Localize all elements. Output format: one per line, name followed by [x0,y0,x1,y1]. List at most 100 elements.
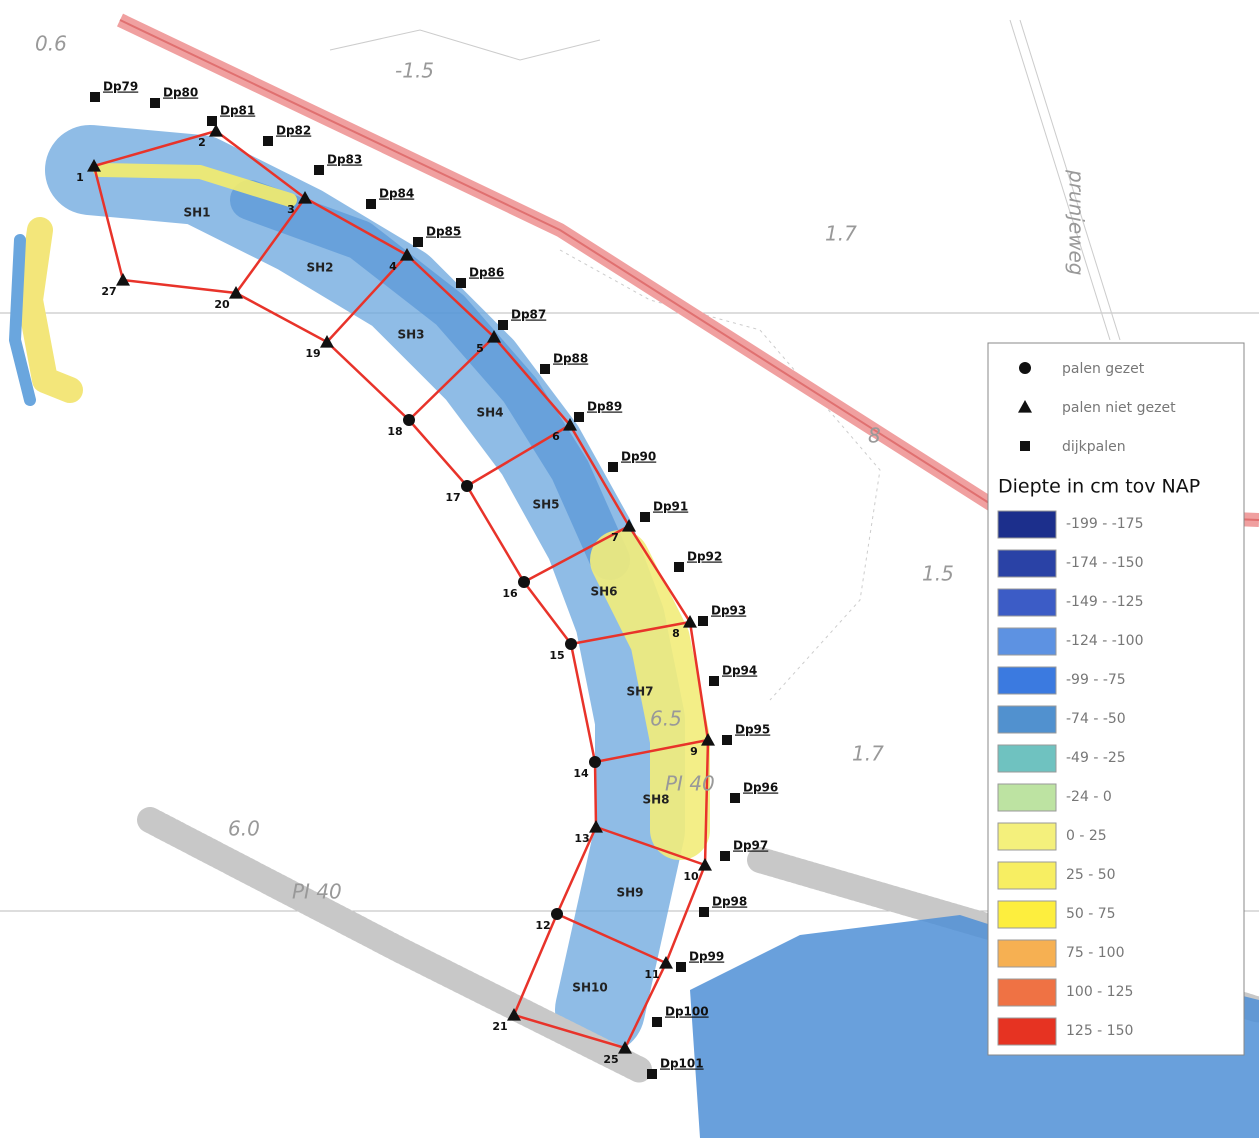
dike-pole-label: Dp82 [276,124,311,138]
point-label: 7 [611,531,619,544]
point-label: 9 [690,745,698,758]
marker-triangle [698,858,712,871]
marker-triangle [87,159,101,172]
map-label: PI 40 [292,880,342,904]
dike-pole-label: Dp85 [426,225,461,239]
dike-pole-label: Dp90 [621,450,656,464]
dike-pole [699,907,709,917]
point-label: 20 [214,298,230,311]
legend-title: Diepte in cm tov NAP [998,476,1200,498]
legend-swatch [997,783,1057,812]
legend-symbol-label: palen gezet [1062,361,1145,377]
dike-pole-label: Dp98 [712,895,747,909]
point-label: 8 [672,627,680,640]
dike-pole-label: Dp101 [660,1057,704,1071]
dike-pole [652,1017,662,1027]
dike-pole-label: Dp97 [733,839,768,853]
point-label: 3 [287,203,295,216]
legend-square [1020,441,1030,451]
point-label: 4 [389,260,397,273]
map-label: 1.7 [852,742,884,766]
map-label: 0.6 [35,32,67,56]
dike-pole [720,851,730,861]
legend-swatch [997,978,1057,1007]
marker-triangle [618,1041,632,1054]
dike-pole [90,92,100,102]
map-label: 1.5 [922,562,954,586]
dike-pole-label: Dp79 [103,80,138,94]
dike-pole [730,793,740,803]
dike-pole-label: Dp92 [687,550,722,564]
bathymetry [9,125,1259,1138]
legend-class-label: -149 - -125 [1066,594,1144,610]
legend-swatch [997,588,1057,617]
section-label: SH5 [532,498,559,512]
point-label: 16 [502,587,518,600]
point-label: 13 [574,832,589,845]
map-label: prunjeweg [1065,169,1089,276]
marker-triangle [209,124,223,137]
section-divider [570,620,691,646]
dike-pole [456,278,466,288]
dike-pole-label: Dp80 [163,86,198,100]
section-label: SH4 [476,406,503,420]
section-label: SH10 [572,981,607,995]
dike-pole [640,512,650,522]
legend-class-label: 125 - 150 [1066,1023,1133,1039]
marker-triangle [589,820,603,833]
dike-pole-label: Dp83 [327,153,362,167]
section-label: SH3 [397,328,424,342]
section-divider [326,254,408,343]
section-label: SH7 [626,685,653,699]
dike-pole-label: Dp99 [689,950,724,964]
legend-swatch [997,939,1057,968]
marker-triangle [298,191,312,204]
legend-swatch [997,900,1057,929]
dike-pole-label: Dp87 [511,308,546,322]
map-label: 8 [868,424,881,448]
dike-pole [574,412,584,422]
point-label: 14 [573,767,589,780]
legend-swatch [997,549,1057,578]
section-label: SH6 [590,585,617,599]
marker-triangle [622,519,636,532]
point-label: 11 [644,968,659,981]
point-label: 5 [476,342,484,355]
map-label: 1.7 [825,222,857,246]
dike-pole [540,364,550,374]
section-divider [556,912,667,965]
point-label: 27 [101,285,116,298]
marker-triangle [507,1008,521,1021]
legend-swatch [997,861,1057,890]
marker-circle [518,576,530,588]
legend-swatch [997,627,1057,656]
point-label: 6 [552,430,560,443]
legend-class-label: -124 - -100 [1066,633,1144,649]
dike-pole [263,136,273,146]
legend-swatch [997,666,1057,695]
legend-class-label: 100 - 125 [1066,984,1133,1000]
legend-class-label: -174 - -150 [1066,555,1144,571]
dike-pole [722,735,732,745]
section-divider [408,336,495,421]
dike-pole [647,1069,657,1079]
dike-pole [674,562,684,572]
legend-class-label: -49 - -25 [1066,750,1126,766]
map-label: 6.0 [228,817,260,841]
section-divider [234,197,307,294]
dike-pole [676,962,686,972]
marker-triangle [116,273,130,286]
dike-pole-label: Dp96 [743,781,778,795]
legend-swatch [997,705,1057,734]
dike-pole-label: Dp84 [379,187,414,201]
map-label: 6.5 [650,707,682,731]
dike-pole [698,616,708,626]
legend-class-label: 0 - 25 [1066,828,1107,844]
section-divider [595,825,706,867]
section-lines [92,129,710,1050]
point-label: 19 [305,347,320,360]
legend-symbol-label: dijkpalen [1062,439,1126,455]
legend-class-label: 50 - 75 [1066,906,1116,922]
dike-pole [150,98,160,108]
